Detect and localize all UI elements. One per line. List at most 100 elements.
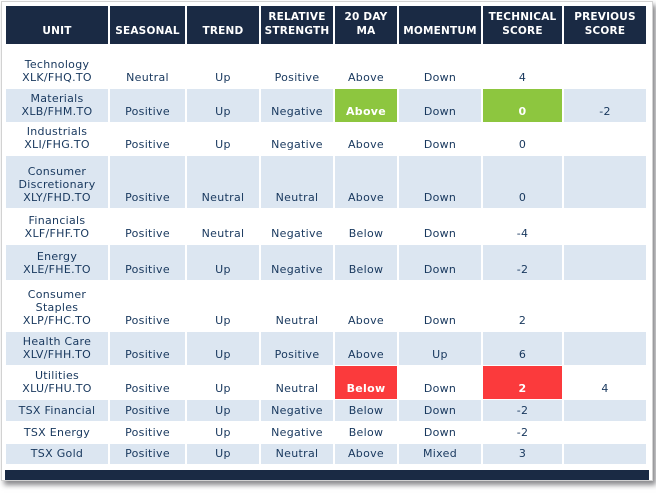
cell-momentum: Down (399, 89, 481, 122)
cell-unit: TSX Financial (6, 400, 108, 421)
unit-name: Technology (24, 58, 90, 71)
cell-momentum: Down (399, 366, 481, 399)
cell-seasonal: Positive (110, 444, 185, 464)
cell-unit: Utilities XLU/FHU.TO (6, 366, 108, 399)
cell-ma_20day: Below (335, 400, 397, 421)
cell-seasonal: Positive (110, 400, 185, 421)
table-row: Materials XLB/FHM.TO Positive Up Negative Abo… (6, 89, 646, 122)
unit-name: Energy (36, 250, 78, 263)
unit-name: Health Care (22, 335, 92, 348)
cell-unit: Energy XLE/FHE.TO (6, 245, 108, 280)
cell-ma_20day: Below (335, 209, 397, 244)
cell-momentum: Down (399, 156, 481, 208)
header-row: UNIT SEASONAL TREND RELATIVE STRENGTH 20 DAY… (6, 6, 646, 44)
cell-relative_strength: Negative (261, 400, 333, 421)
cell-trend: Up (187, 89, 259, 122)
table-row: TSX Financial Positive Up Negative Below Down… (6, 400, 646, 421)
table-row: Industrials XLI/FHG.TO Positive Up Negative A… (6, 123, 646, 155)
unit-name: Consumer Staples (27, 288, 87, 314)
table-row: TSX Energy Positive Up Negative Below Down -2 (6, 422, 646, 443)
table-row: Consumer Discretionary XLY/FHD.TO Positive… (6, 156, 646, 208)
unit-name: Consumer Discretionary (18, 165, 96, 191)
column-header-technical_score: TECHNICAL SCORE (483, 6, 562, 44)
table-row: Health Care XLV/FHH.TO Positive Up Positive A… (6, 332, 646, 365)
cell-ma_20day: Above (335, 444, 397, 464)
unit-ticker: XLB/FHM.TO (21, 105, 93, 118)
cell-trend: Up (187, 444, 259, 464)
cell-trend: Up (187, 123, 259, 155)
cell-relative_strength: Neutral (261, 366, 333, 399)
cell-technical_score: 6 (483, 332, 562, 365)
cell-technical_score: -2 (483, 400, 562, 421)
cell-relative_strength: Negative (261, 89, 333, 122)
table-header: UNIT SEASONAL TREND RELATIVE STRENGTH 20 DAY… (6, 6, 646, 44)
cell-ma_20day: Above (335, 123, 397, 155)
unit-name: Materials (30, 92, 84, 105)
table-row: Energy XLE/FHE.TO Positive Up Negative Below D… (6, 245, 646, 280)
cell-unit: Consumer Staples XLP/FHC.TO (6, 281, 108, 331)
cell-ma_20day: Below (335, 422, 397, 443)
cell-ma_20day: Above (335, 45, 397, 88)
cell-technical_score: 0 (483, 156, 562, 208)
cell-unit: Materials XLB/FHM.TO (6, 89, 108, 122)
cell-trend: Up (187, 45, 259, 88)
cell-previous_score (564, 245, 646, 280)
unit-ticker: XLF/FHF.TO (24, 227, 90, 240)
cell-relative_strength: Negative (261, 123, 333, 155)
cell-seasonal: Positive (110, 366, 185, 399)
cell-seasonal: Positive (110, 123, 185, 155)
cell-previous_score (564, 209, 646, 244)
cell-ma_20day: Above (335, 89, 397, 122)
cell-unit: Technology XLK/FHQ.TO (6, 45, 108, 88)
cell-technical_score: 2 (483, 366, 562, 399)
cell-relative_strength: Negative (261, 245, 333, 280)
cell-unit: Industrials XLI/FHG.TO (6, 123, 108, 155)
cell-previous_score (564, 281, 646, 331)
cell-technical_score: 3 (483, 444, 562, 464)
cell-unit: Financials XLF/FHF.TO (6, 209, 108, 244)
unit-name: Financials (28, 214, 86, 227)
table-body: Technology XLK/FHQ.TO Neutral Up Positive Abo… (6, 45, 646, 464)
unit-name: TSX Energy (23, 426, 91, 439)
cell-ma_20day: Below (335, 245, 397, 280)
cell-technical_score: 0 (483, 123, 562, 155)
cell-previous_score: 4 (564, 366, 646, 399)
column-header-unit: UNIT (6, 6, 108, 44)
unit-ticker: XLE/FHE.TO (23, 263, 91, 276)
table-row: Technology XLK/FHQ.TO Neutral Up Positive Abo… (6, 45, 646, 88)
unit-ticker: XLI/FHG.TO (24, 138, 90, 151)
unit-name: TSX Financial (18, 404, 96, 417)
column-header-relative_strength: RELATIVE STRENGTH (261, 6, 333, 44)
cell-momentum: Mixed (399, 444, 481, 464)
unit-ticker: XLK/FHQ.TO (22, 71, 92, 84)
cell-momentum: Down (399, 123, 481, 155)
table-row: Utilities XLU/FHU.TO Positive Up Neutral Belo… (6, 366, 646, 399)
next-table-header-cutoff (5, 470, 649, 480)
unit-ticker: XLV/FHH.TO (22, 348, 92, 361)
unit-name: Industrials (26, 125, 88, 138)
technical-score-table: UNIT SEASONAL TREND RELATIVE STRENGTH 20 DAY… (4, 5, 648, 465)
cell-seasonal: Positive (110, 209, 185, 244)
unit-ticker: XLU/FHU.TO (22, 382, 92, 395)
table-row: Consumer Staples XLP/FHC.TO Positive Up Neut… (6, 281, 646, 331)
column-header-trend: TREND (187, 6, 259, 44)
cell-ma_20day: Above (335, 156, 397, 208)
cell-momentum: Down (399, 400, 481, 421)
column-header-seasonal: SEASONAL (110, 6, 185, 44)
cell-unit: TSX Gold (6, 444, 108, 464)
column-header-momentum: MOMENTUM (399, 6, 481, 44)
cell-seasonal: Positive (110, 89, 185, 122)
cell-relative_strength: Neutral (261, 444, 333, 464)
cell-momentum: Down (399, 209, 481, 244)
cell-unit: Health Care XLV/FHH.TO (6, 332, 108, 365)
cell-previous_score (564, 444, 646, 464)
cell-ma_20day: Above (335, 332, 397, 365)
cell-previous_score (564, 332, 646, 365)
table-row: TSX Gold Positive Up Neutral Above Mixed 3 (6, 444, 646, 464)
cell-trend: Neutral (187, 209, 259, 244)
cell-ma_20day: Above (335, 281, 397, 331)
cell-previous_score: -2 (564, 89, 646, 122)
cell-technical_score: 2 (483, 281, 562, 331)
cell-trend: Up (187, 332, 259, 365)
cell-relative_strength: Negative (261, 422, 333, 443)
